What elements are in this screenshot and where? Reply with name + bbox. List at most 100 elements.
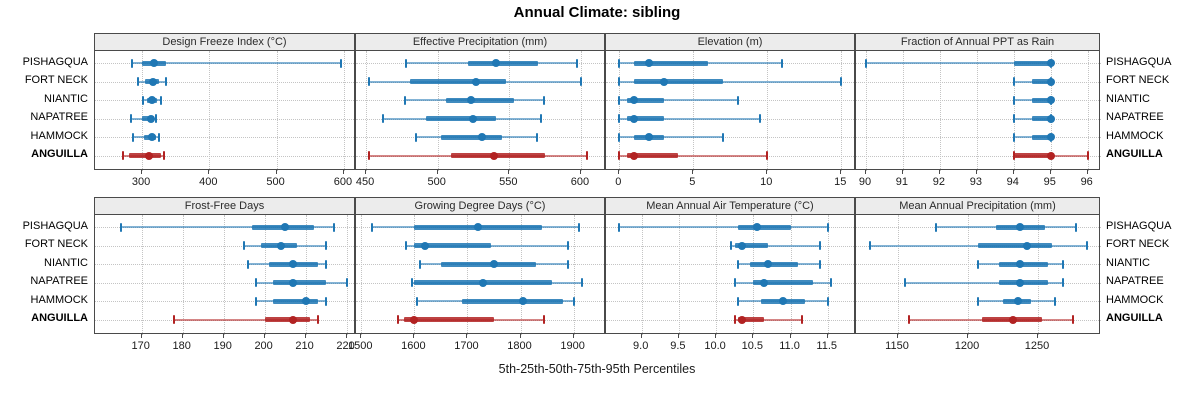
iqr-box bbox=[410, 79, 507, 84]
whisker-cap bbox=[367, 77, 370, 86]
iqr-box bbox=[440, 134, 503, 140]
whisker-line bbox=[905, 281, 1064, 284]
whisker-cap bbox=[579, 77, 582, 86]
axis-tick-mark bbox=[640, 334, 642, 338]
whisker-cap bbox=[904, 278, 906, 287]
whisker-cap bbox=[173, 315, 176, 324]
station-label-left: PISHAGQUA bbox=[22, 219, 88, 232]
axis-tick-mark bbox=[752, 334, 754, 338]
axis-tick-mark bbox=[840, 170, 842, 174]
iqr-box bbox=[272, 280, 327, 285]
median-dot bbox=[1046, 151, 1055, 160]
vertical-gridline bbox=[209, 51, 211, 171]
axis-tick-label: 15 bbox=[834, 176, 847, 188]
station-label-left: NAPATREE bbox=[30, 275, 88, 287]
station-label-right: NIANTIC bbox=[1106, 92, 1150, 105]
whisker-cap bbox=[1012, 151, 1015, 160]
axis-tick-mark bbox=[579, 170, 581, 174]
whisker-cap bbox=[730, 241, 732, 250]
whisker-cap bbox=[543, 315, 546, 324]
whisker-cap bbox=[157, 132, 160, 142]
whisker-cap bbox=[908, 315, 911, 324]
vertical-gridline bbox=[467, 215, 469, 335]
panel-frost-free-days bbox=[94, 214, 356, 335]
median-dot bbox=[519, 297, 528, 305]
whisker-cap bbox=[618, 58, 621, 68]
whisker-cap bbox=[159, 95, 162, 105]
whisker-cap bbox=[405, 58, 408, 68]
panel-growing-degree-days bbox=[355, 214, 606, 335]
panel-mean-annual-air-temperature bbox=[605, 214, 856, 335]
vertical-gridline bbox=[414, 215, 416, 335]
axis-tick-mark bbox=[897, 334, 898, 338]
strip-frost-free-days: Frost-Free Days bbox=[94, 197, 355, 215]
axis-tick-label: 11.5 bbox=[816, 340, 838, 352]
median-dot bbox=[148, 77, 157, 86]
axis-tick-label: 10.5 bbox=[741, 340, 764, 352]
strip-design-freeze-index: Design Freeze Index (°C) bbox=[94, 33, 355, 51]
axis-tick-mark bbox=[1037, 334, 1038, 338]
station-label-right: HAMMOCK bbox=[1106, 293, 1164, 306]
whisker-cap bbox=[580, 278, 583, 287]
median-dot bbox=[1008, 315, 1017, 324]
vertical-gridline bbox=[1038, 215, 1039, 335]
vertical-gridline bbox=[305, 215, 307, 335]
whisker-cap bbox=[1012, 132, 1015, 142]
axis-tick-label: 400 bbox=[199, 176, 218, 188]
whisker-cap bbox=[1086, 151, 1089, 160]
median-dot bbox=[760, 278, 769, 287]
axis-tick-label: 450 bbox=[355, 176, 375, 188]
iqr-box bbox=[450, 153, 546, 158]
axis-tick-label: 91 bbox=[895, 176, 909, 188]
axis-tick-mark bbox=[466, 334, 468, 338]
vertical-gridline bbox=[580, 51, 582, 171]
axis-tick-label: 5 bbox=[689, 176, 696, 188]
vertical-gridline bbox=[366, 51, 368, 171]
station-label-right: NAPATREE bbox=[1106, 111, 1164, 123]
median-dot bbox=[764, 260, 773, 268]
median-dot bbox=[289, 278, 298, 287]
whisker-cap bbox=[405, 241, 408, 250]
iqr-box bbox=[467, 60, 538, 66]
axis-tick-mark bbox=[1049, 170, 1051, 174]
vertical-gridline bbox=[939, 51, 941, 171]
whisker-cap bbox=[325, 241, 328, 250]
median-dot bbox=[738, 241, 747, 250]
axis-tick-label: 210 bbox=[295, 340, 314, 352]
axis-tick-label: 500 bbox=[266, 176, 285, 188]
whisker-cap bbox=[316, 315, 319, 324]
whisker-cap bbox=[403, 95, 406, 105]
strip-mean-annual-air-temperature: Mean Annual Air Temperature (°C) bbox=[605, 197, 855, 215]
horizontal-gridline bbox=[95, 118, 356, 120]
whisker-cap bbox=[415, 132, 418, 142]
median-dot bbox=[281, 223, 290, 231]
strip-mean-annual-precipitation: Mean Annual Precipitation (mm) bbox=[855, 197, 1100, 215]
axis-tick-label: 220 bbox=[336, 340, 355, 352]
median-dot bbox=[1046, 59, 1055, 67]
vertical-gridline bbox=[346, 215, 348, 335]
whisker-cap bbox=[137, 77, 140, 86]
axis-tick-mark bbox=[938, 170, 940, 174]
median-dot bbox=[474, 223, 483, 231]
whisker-cap bbox=[869, 241, 871, 250]
whisker-cap bbox=[1072, 315, 1074, 324]
iqr-box bbox=[1013, 153, 1051, 158]
panel-mean-annual-precipitation bbox=[855, 214, 1101, 335]
whisker-cap bbox=[410, 278, 413, 287]
whisker-cap bbox=[382, 114, 385, 123]
station-label-right: NAPATREE bbox=[1106, 275, 1164, 287]
median-dot bbox=[738, 315, 747, 324]
iqr-box bbox=[626, 153, 679, 158]
strip-effective-precipitation: Effective Precipitation (mm) bbox=[355, 33, 605, 51]
median-dot bbox=[1015, 278, 1024, 287]
axis-tick-label: 170 bbox=[131, 340, 150, 352]
whisker-line bbox=[174, 318, 318, 321]
vertical-gridline bbox=[276, 51, 278, 171]
axis-tick-mark bbox=[677, 334, 679, 338]
axis-tick-label: 11.0 bbox=[779, 340, 800, 352]
whisker-cap bbox=[255, 278, 258, 287]
axis-tick-mark bbox=[618, 170, 620, 174]
vertical-gridline bbox=[1013, 51, 1015, 171]
whisker-cap bbox=[567, 241, 570, 250]
vertical-gridline bbox=[767, 51, 769, 171]
